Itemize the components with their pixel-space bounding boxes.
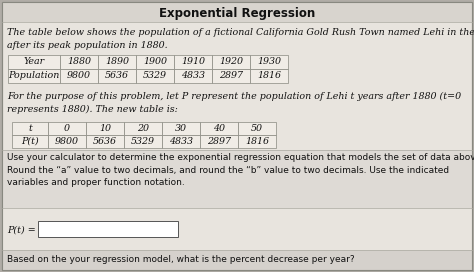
Text: 4833: 4833 <box>169 137 193 146</box>
Bar <box>2 250 472 270</box>
Text: The table below shows the population of a fictional California Gold Rush Town na: The table below shows the population of … <box>7 28 474 50</box>
Bar <box>212 55 250 69</box>
Text: Use your calculator to determine the exponential regression equation that models: Use your calculator to determine the exp… <box>7 153 474 187</box>
Text: 1910: 1910 <box>181 57 205 66</box>
Bar <box>48 122 86 135</box>
Text: 5636: 5636 <box>105 72 129 81</box>
Bar <box>124 122 162 135</box>
Bar <box>238 122 276 135</box>
Bar <box>162 135 200 148</box>
Text: 1880: 1880 <box>67 57 91 66</box>
Text: 20: 20 <box>137 124 149 133</box>
Text: 1816: 1816 <box>245 137 269 146</box>
Bar <box>60 69 98 83</box>
Text: Year: Year <box>23 57 45 66</box>
Bar <box>2 2 472 22</box>
Text: 10: 10 <box>99 124 111 133</box>
Bar <box>48 135 86 148</box>
Text: 50: 50 <box>251 124 263 133</box>
Bar <box>98 69 136 83</box>
Bar <box>212 69 250 83</box>
Text: Based on the your regression model, what is the percent decrease per year?: Based on the your regression model, what… <box>7 255 355 264</box>
Bar <box>8 55 60 69</box>
Bar <box>136 69 174 83</box>
Text: 2897: 2897 <box>207 137 231 146</box>
Bar <box>2 208 472 250</box>
Text: 1890: 1890 <box>105 57 129 66</box>
Bar <box>200 135 238 148</box>
Bar <box>174 55 212 69</box>
Bar <box>98 55 136 69</box>
Text: P(t): P(t) <box>21 137 39 146</box>
Bar <box>12 122 48 135</box>
Bar <box>174 69 212 83</box>
Text: 4833: 4833 <box>181 72 205 81</box>
Text: 1930: 1930 <box>257 57 281 66</box>
Text: For the purpose of this problem, let P represent the population of Lehi t years : For the purpose of this problem, let P r… <box>7 92 461 114</box>
Text: 1900: 1900 <box>143 57 167 66</box>
Text: t: t <box>28 124 32 133</box>
Text: P(t) =: P(t) = <box>7 225 36 234</box>
Bar <box>162 122 200 135</box>
Bar <box>250 55 288 69</box>
Text: 5636: 5636 <box>93 137 117 146</box>
Bar <box>200 122 238 135</box>
Bar <box>12 135 48 148</box>
Text: 9800: 9800 <box>55 137 79 146</box>
Bar <box>86 135 124 148</box>
Bar <box>250 69 288 83</box>
Text: 5329: 5329 <box>143 72 167 81</box>
Text: 30: 30 <box>175 124 187 133</box>
Bar <box>124 135 162 148</box>
Text: 2897: 2897 <box>219 72 243 81</box>
Bar <box>86 122 124 135</box>
Text: Exponential Regression: Exponential Regression <box>159 7 315 20</box>
Bar <box>136 55 174 69</box>
Text: 40: 40 <box>213 124 225 133</box>
Text: 0: 0 <box>64 124 70 133</box>
Text: 5329: 5329 <box>131 137 155 146</box>
Text: 1816: 1816 <box>257 72 281 81</box>
Bar <box>8 69 60 83</box>
Bar <box>38 221 178 237</box>
Bar <box>60 55 98 69</box>
Text: 9800: 9800 <box>67 72 91 81</box>
Bar <box>2 150 472 208</box>
Text: 1920: 1920 <box>219 57 243 66</box>
Bar <box>238 135 276 148</box>
Text: Population: Population <box>9 72 60 81</box>
